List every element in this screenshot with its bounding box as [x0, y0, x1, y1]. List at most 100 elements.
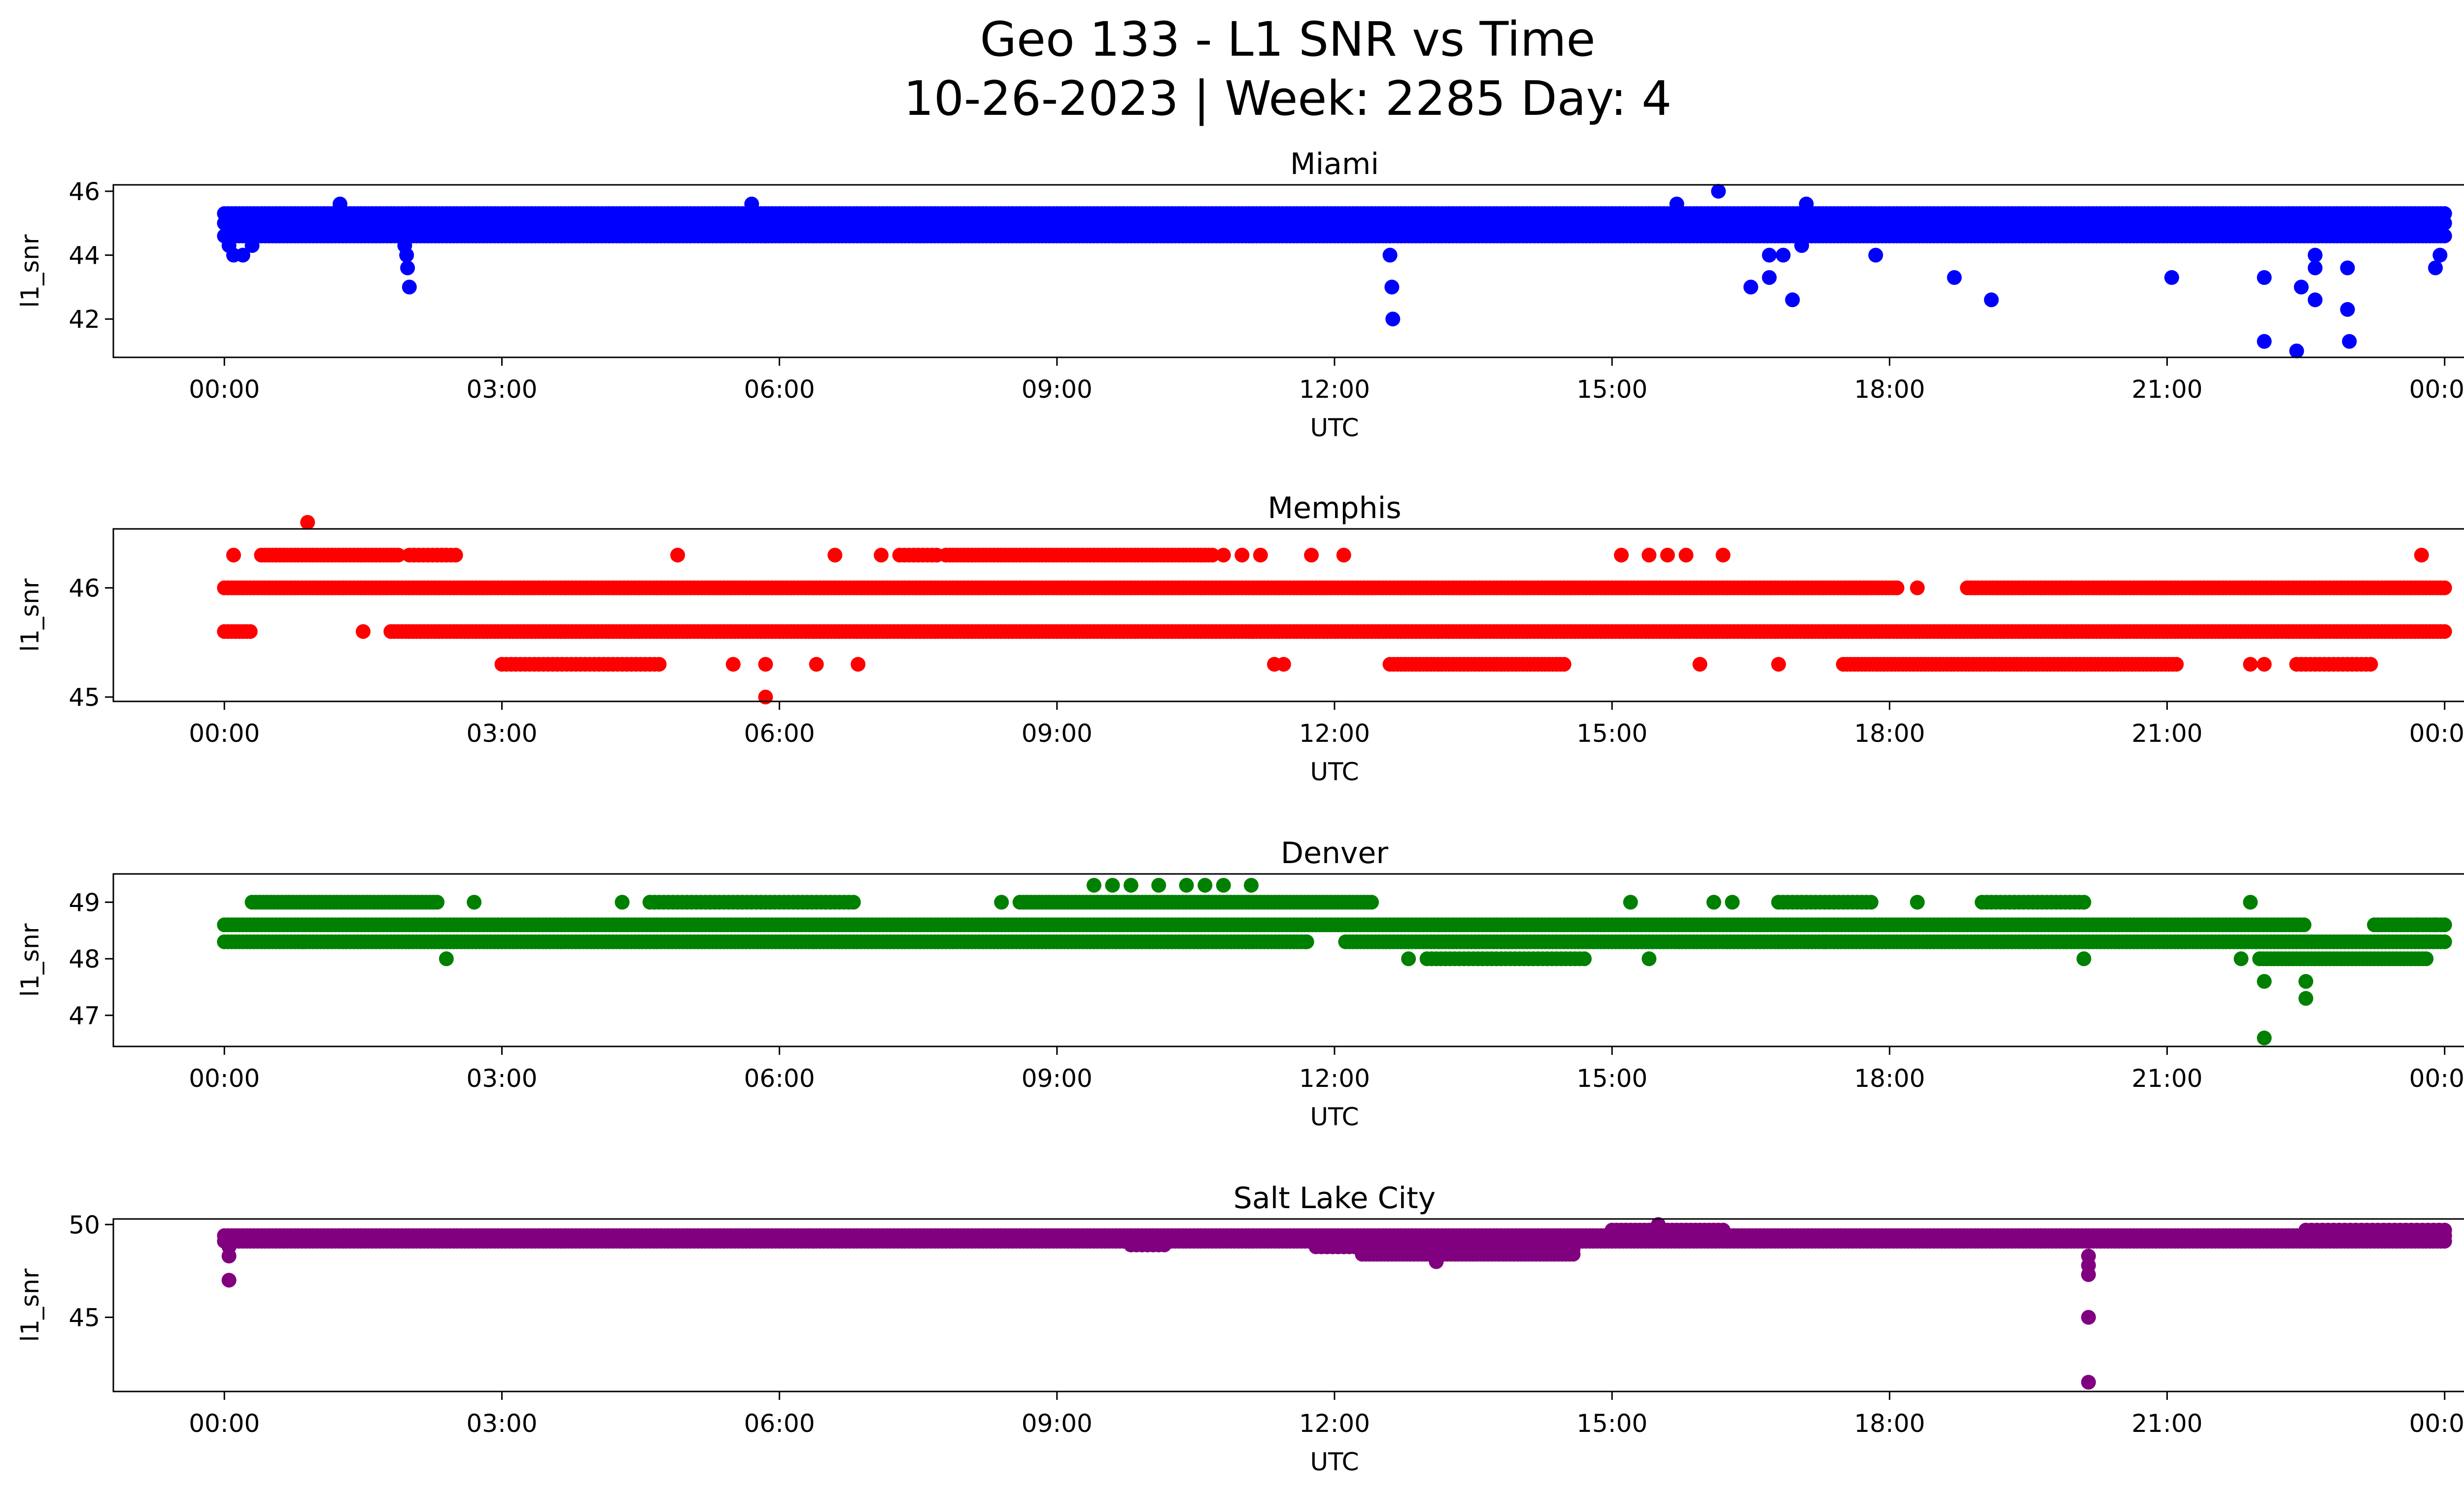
- y-axis-label: l1_snr: [16, 234, 44, 308]
- data-point: [1776, 247, 1791, 263]
- data-point: [1947, 270, 1962, 285]
- data-point: [851, 657, 866, 672]
- data-point: [1216, 878, 1231, 893]
- data-point: [1642, 951, 1657, 967]
- x-tick-label: 00:00: [189, 375, 260, 404]
- data-point: [846, 895, 861, 910]
- x-tick-label: 00:00: [2409, 375, 2464, 404]
- x-tick-label: 09:00: [1022, 1409, 1093, 1438]
- x-tick-label: 00:00: [2409, 719, 2464, 748]
- y-tick-label: 50: [68, 1211, 100, 1239]
- data-point: [758, 228, 773, 243]
- x-tick-label: 06:00: [744, 1409, 815, 1438]
- x-tick-label: 12:00: [1299, 719, 1370, 748]
- data-point: [1401, 951, 1416, 967]
- data-point: [1198, 878, 1213, 893]
- data-point: [467, 895, 482, 910]
- data-point: [2257, 657, 2272, 672]
- x-tick-label: 00:00: [2409, 1409, 2464, 1438]
- data-point: [402, 279, 417, 295]
- data-point: [1614, 548, 1629, 563]
- data-point: [1179, 878, 1194, 893]
- x-tick-label: 09:00: [1022, 719, 1093, 748]
- data-point: [1711, 184, 1726, 199]
- data-point: [2293, 279, 2309, 295]
- x-tick-label: 00:00: [189, 1409, 260, 1438]
- data-point: [1678, 548, 1694, 563]
- data-point: [2243, 657, 2258, 672]
- data-point: [1556, 657, 1572, 672]
- data-point: [2409, 917, 2425, 933]
- data-point: [2076, 895, 2091, 910]
- y-tick-label: 46: [68, 177, 100, 206]
- data-points: [217, 515, 2452, 705]
- x-axis-label: UTC: [1310, 414, 1359, 442]
- y-tick-label: 47: [68, 1002, 100, 1030]
- data-point: [235, 247, 250, 263]
- data-point: [1086, 878, 1101, 893]
- x-tick-label: 03:00: [466, 1064, 537, 1093]
- x-tick-label: 12:00: [1299, 1409, 1370, 1438]
- data-point: [1105, 878, 1120, 893]
- data-point: [1385, 312, 1401, 327]
- data-point: [2432, 247, 2448, 263]
- x-tick-label: 09:00: [1022, 1064, 1093, 1093]
- y-tick-label: 49: [68, 888, 100, 917]
- data-point: [2289, 344, 2304, 358]
- data-point: [827, 548, 843, 563]
- data-point: [1253, 548, 1268, 563]
- y-axis-label: l1_snr: [16, 1268, 44, 1342]
- data-point: [1151, 878, 1166, 893]
- x-tick-label: 09:00: [1022, 375, 1093, 404]
- data-point: [355, 624, 371, 639]
- data-point: [2419, 951, 2434, 967]
- panel-title: Memphis: [1267, 491, 1401, 525]
- data-point: [1623, 895, 1638, 910]
- data-point: [1382, 247, 1398, 263]
- x-tick-label: 15:00: [1576, 375, 1647, 404]
- y-tick-label: 42: [68, 305, 100, 334]
- data-point: [1299, 934, 1314, 949]
- data-point: [244, 238, 260, 253]
- data-point: [2307, 260, 2323, 276]
- data-point: [2298, 974, 2314, 989]
- data-point: [1771, 934, 1786, 949]
- x-tick-label: 18:00: [1854, 1064, 1925, 1093]
- data-point: [226, 548, 241, 563]
- data-point: [400, 260, 415, 276]
- data-point: [2437, 228, 2452, 243]
- x-tick-label: 03:00: [466, 719, 537, 748]
- data-point: [2437, 934, 2452, 949]
- data-point: [2257, 270, 2272, 285]
- data-point: [2257, 974, 2272, 989]
- x-tick-label: 21:00: [2131, 1409, 2202, 1438]
- data-point: [725, 657, 741, 672]
- x-tick-label: 21:00: [2131, 375, 2202, 404]
- y-axis-label: l1_snr: [16, 923, 44, 997]
- data-point: [1984, 292, 1999, 308]
- panel-title: Miami: [1290, 147, 1379, 181]
- data-point: [1910, 580, 1925, 595]
- data-point: [670, 548, 685, 563]
- figure-title: Geo 133 - L1 SNR vs Time: [980, 12, 1596, 67]
- y-tick-label: 45: [68, 683, 100, 712]
- data-point: [2340, 302, 2355, 317]
- data-point: [439, 951, 454, 967]
- data-point: [1868, 247, 1883, 263]
- data-point: [300, 515, 315, 530]
- panel-title: Salt Lake City: [1233, 1181, 1436, 1216]
- data-point: [2414, 548, 2429, 563]
- x-tick-label: 06:00: [744, 1064, 815, 1093]
- data-point: [2257, 334, 2272, 349]
- x-tick-label: 21:00: [2131, 1064, 2202, 1093]
- data-point: [1910, 895, 1925, 910]
- data-point: [332, 196, 347, 211]
- data-point: [1706, 895, 1721, 910]
- data-point: [2437, 624, 2452, 639]
- data-point: [2363, 657, 2378, 672]
- y-tick-label: 45: [68, 1303, 100, 1332]
- x-tick-label: 00:00: [2409, 1064, 2464, 1093]
- data-point: [615, 895, 630, 910]
- x-tick-label: 03:00: [466, 375, 537, 404]
